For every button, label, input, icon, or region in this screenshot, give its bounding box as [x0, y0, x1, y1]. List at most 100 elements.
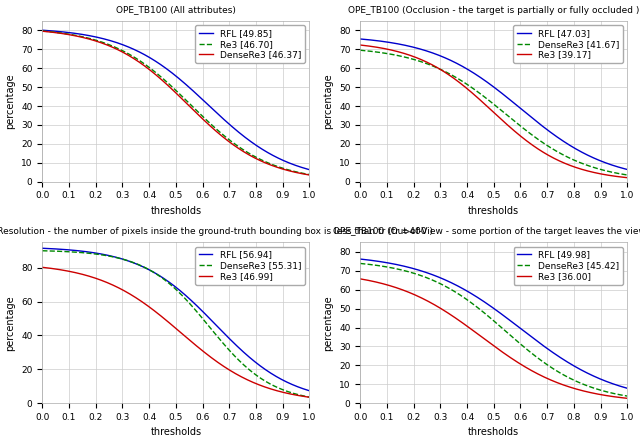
X-axis label: thresholds: thresholds — [150, 427, 202, 437]
Line: Re3 [39.17]: Re3 [39.17] — [360, 45, 627, 178]
Line: RFL [49.98]: RFL [49.98] — [360, 259, 627, 388]
DenseRe3 [41.67] — [617, 171, 625, 177]
Line: RFL [49.85]: RFL [49.85] — [42, 30, 309, 170]
Re3 [46.70] — [38, 28, 46, 34]
Re3 [36.00] — [483, 338, 491, 344]
Re3 [46.70] — [167, 83, 175, 88]
RFL [49.98] — [575, 366, 583, 371]
DenseRe3 [45.42] — [623, 393, 631, 399]
RFL [47.03] — [356, 36, 364, 42]
RFL [47.03] — [515, 105, 523, 110]
DenseRe3 [45.42] — [515, 340, 523, 346]
DenseRe3 [46.37] — [165, 84, 173, 89]
Re3 [46.99] — [38, 264, 46, 270]
Y-axis label: percentage: percentage — [6, 74, 15, 129]
DenseRe3 [41.67] — [623, 172, 631, 178]
Re3 [36.00] — [485, 339, 493, 345]
DenseRe3 [55.31] — [305, 394, 313, 400]
Re3 [39.17] — [483, 104, 491, 109]
Re3 [46.99] — [183, 335, 191, 340]
DenseRe3 [55.31] — [165, 281, 173, 286]
X-axis label: thresholds: thresholds — [468, 206, 519, 216]
Re3 [36.00] — [515, 361, 523, 366]
RFL [56.94] — [165, 280, 173, 285]
Re3 [36.00] — [617, 395, 625, 400]
RFL [49.85] — [38, 27, 46, 33]
Y-axis label: percentage: percentage — [323, 74, 333, 129]
Re3 [46.99] — [165, 320, 173, 325]
RFL [49.98] — [483, 301, 491, 307]
Line: RFL [56.94]: RFL [56.94] — [42, 248, 309, 391]
Re3 [36.00] — [501, 351, 509, 356]
DenseRe3 [45.42] — [617, 392, 625, 398]
RFL [47.03] — [501, 93, 509, 98]
RFL [49.85] — [299, 165, 307, 171]
Re3 [39.17] — [623, 175, 631, 180]
DenseRe3 [45.42] — [483, 313, 491, 318]
Re3 [46.99] — [167, 322, 175, 327]
Title: OPE_TB100 (All attributes): OPE_TB100 (All attributes) — [116, 6, 236, 15]
Re3 [46.99] — [299, 394, 307, 399]
Title: OPE_TB100 (Out-of-View - some portion of the target leaves the view .): OPE_TB100 (Out-of-View - some portion of… — [333, 227, 640, 236]
Legend: RFL [49.98], DenseRe3 [45.42], Re3 [36.00]: RFL [49.98], DenseRe3 [45.42], Re3 [36.0… — [514, 247, 623, 285]
Title: OPE_TB100 (Low Resolution - the number of pixels inside the ground-truth boundin: OPE_TB100 (Low Resolution - the number o… — [0, 227, 433, 236]
Re3 [46.70] — [299, 171, 307, 176]
DenseRe3 [45.42] — [485, 314, 493, 319]
RFL [56.94] — [305, 388, 313, 393]
Title: OPE_TB100 (Occlusion - the target is partially or fully occluded ): OPE_TB100 (Occlusion - the target is par… — [348, 6, 639, 15]
DenseRe3 [46.37] — [257, 159, 265, 164]
Re3 [46.70] — [197, 113, 205, 118]
RFL [56.94] — [183, 294, 191, 299]
Re3 [36.00] — [575, 387, 583, 392]
Re3 [39.17] — [501, 120, 509, 125]
Re3 [46.99] — [257, 383, 265, 389]
RFL [47.03] — [575, 148, 583, 153]
DenseRe3 [41.67] — [356, 47, 364, 53]
DenseRe3 [46.37] — [305, 172, 313, 178]
DenseRe3 [41.67] — [501, 110, 509, 116]
Line: Re3 [36.00]: Re3 [36.00] — [360, 279, 627, 398]
Line: Re3 [46.99]: Re3 [46.99] — [42, 267, 309, 397]
DenseRe3 [45.42] — [356, 261, 364, 266]
RFL [49.85] — [305, 167, 313, 172]
RFL [56.94] — [167, 281, 175, 286]
RFL [47.03] — [623, 167, 631, 172]
Re3 [39.17] — [485, 105, 493, 110]
Re3 [36.00] — [356, 276, 364, 281]
Legend: RFL [49.85], Re3 [46.70], DenseRe3 [46.37]: RFL [49.85], Re3 [46.70], DenseRe3 [46.3… — [195, 25, 305, 63]
DenseRe3 [55.31] — [167, 282, 175, 288]
RFL [49.85] — [257, 146, 265, 151]
Re3 [46.70] — [183, 98, 191, 104]
RFL [49.85] — [183, 82, 191, 88]
DenseRe3 [55.31] — [183, 298, 191, 303]
Line: DenseRe3 [45.42]: DenseRe3 [45.42] — [360, 264, 627, 396]
Re3 [39.17] — [515, 132, 523, 138]
DenseRe3 [45.42] — [575, 380, 583, 385]
X-axis label: thresholds: thresholds — [150, 206, 202, 216]
DenseRe3 [55.31] — [299, 393, 307, 398]
DenseRe3 [55.31] — [257, 376, 265, 381]
Re3 [46.99] — [197, 347, 205, 353]
Line: RFL [47.03]: RFL [47.03] — [360, 39, 627, 170]
Re3 [46.70] — [305, 172, 313, 177]
DenseRe3 [41.67] — [575, 159, 583, 165]
RFL [49.98] — [485, 302, 493, 307]
RFL [49.85] — [197, 96, 205, 101]
Legend: RFL [47.03], DenseRe3 [41.67], Re3 [39.17]: RFL [47.03], DenseRe3 [41.67], Re3 [39.1… — [513, 25, 623, 63]
Re3 [39.17] — [575, 166, 583, 171]
DenseRe3 [41.67] — [485, 97, 493, 103]
Line: DenseRe3 [41.67]: DenseRe3 [41.67] — [360, 50, 627, 175]
RFL [56.94] — [257, 364, 265, 369]
DenseRe3 [55.31] — [197, 314, 205, 319]
RFL [56.94] — [299, 386, 307, 391]
Line: DenseRe3 [55.31]: DenseRe3 [55.31] — [42, 251, 309, 397]
DenseRe3 [46.37] — [299, 171, 307, 176]
RFL [49.85] — [165, 68, 173, 74]
DenseRe3 [41.67] — [483, 96, 491, 101]
RFL [49.85] — [167, 69, 175, 74]
X-axis label: thresholds: thresholds — [468, 427, 519, 437]
RFL [56.94] — [197, 307, 205, 313]
RFL [49.98] — [617, 384, 625, 389]
Re3 [36.00] — [623, 396, 631, 401]
Re3 [46.99] — [305, 395, 313, 400]
